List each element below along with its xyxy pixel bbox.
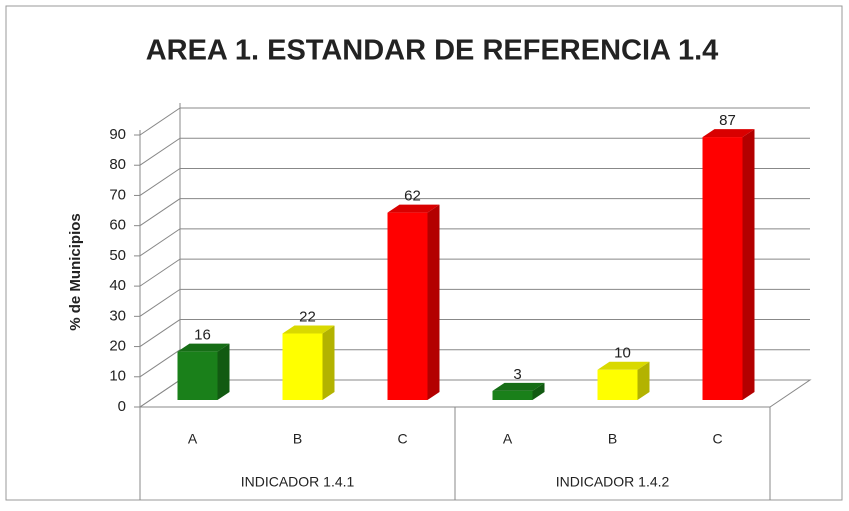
y-tick-label: 20 bbox=[109, 338, 126, 355]
bar-top bbox=[282, 325, 335, 334]
bar bbox=[177, 351, 218, 400]
data-label: 3 bbox=[513, 366, 521, 383]
y-tick-label: 40 bbox=[109, 277, 126, 294]
grid-line bbox=[139, 258, 810, 287]
grid-line bbox=[139, 228, 810, 257]
y-tick-label: 30 bbox=[109, 307, 126, 324]
x-tick-label: C bbox=[712, 431, 722, 447]
grid-line bbox=[139, 349, 810, 378]
x-tick-label: A bbox=[503, 431, 513, 447]
y-tick-label: 50 bbox=[109, 247, 126, 264]
bar-side bbox=[217, 343, 230, 400]
y-tick-label: 0 bbox=[118, 398, 126, 415]
data-label: 62 bbox=[404, 188, 421, 205]
bar-side bbox=[427, 204, 440, 400]
y-tick-label: 80 bbox=[109, 156, 126, 173]
bar-side bbox=[742, 129, 755, 401]
bar-side bbox=[532, 382, 545, 400]
bar-side bbox=[637, 361, 650, 400]
chart-title: AREA 1. ESTANDAR DE REFERENCIA 1.4 bbox=[146, 35, 719, 67]
data-label: 22 bbox=[299, 308, 316, 325]
group-label: INDICADOR 1.4.1 bbox=[241, 474, 355, 490]
data-label: 16 bbox=[194, 327, 211, 344]
bar-top bbox=[387, 204, 440, 213]
y-tick-label: 10 bbox=[109, 368, 126, 385]
grid-line bbox=[139, 319, 810, 347]
data-label: 10 bbox=[614, 345, 631, 362]
y-axis-label: % de Municipios bbox=[67, 213, 84, 331]
bar bbox=[282, 333, 323, 400]
bar bbox=[492, 390, 533, 400]
grid-line bbox=[139, 137, 810, 166]
grid-line bbox=[139, 167, 810, 196]
grid-line bbox=[139, 288, 810, 317]
bar bbox=[597, 369, 638, 400]
grid-line bbox=[139, 198, 810, 227]
data-label: 87 bbox=[719, 112, 736, 129]
bar-top bbox=[492, 382, 545, 391]
grid-line bbox=[139, 107, 810, 136]
group-label: INDICADOR 1.4.2 bbox=[556, 474, 670, 490]
bar bbox=[387, 212, 428, 400]
x-tick-label: A bbox=[188, 431, 198, 447]
bar-side bbox=[322, 325, 335, 400]
bar-top bbox=[702, 129, 755, 138]
bar-top bbox=[597, 361, 650, 370]
bar-top bbox=[177, 343, 230, 352]
x-tick-label: B bbox=[608, 431, 617, 447]
bar bbox=[702, 137, 743, 401]
x-tick-label: C bbox=[397, 431, 407, 447]
x-tick-label: B bbox=[293, 431, 302, 447]
y-tick-label: 90 bbox=[109, 126, 126, 143]
y-tick-label: 70 bbox=[109, 186, 126, 203]
y-tick-label: 60 bbox=[109, 217, 126, 234]
